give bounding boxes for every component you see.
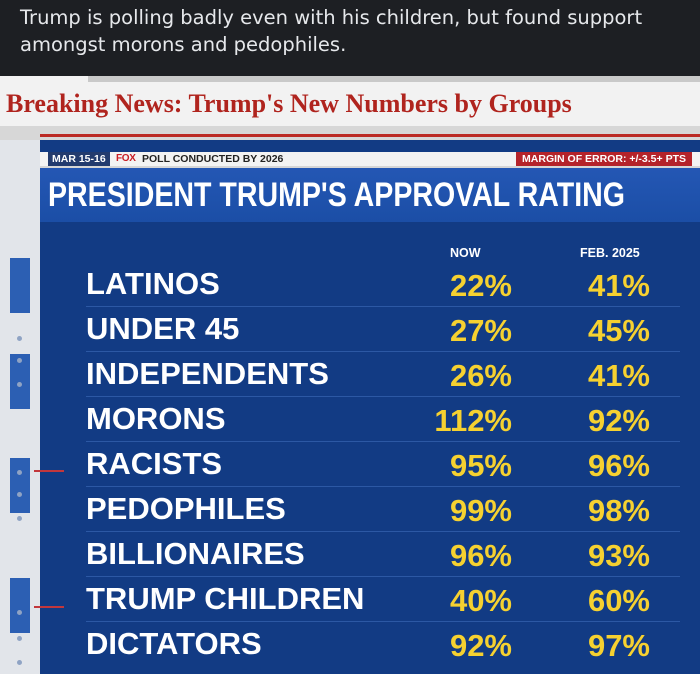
column-header-now: NOW (450, 246, 481, 260)
approval-now: 22% (449, 268, 512, 303)
approval-feb-2025: 98% (587, 493, 650, 528)
column-header-feb-2025: FEB. 2025 (580, 246, 640, 260)
group-name: DICTATORS (86, 626, 262, 661)
tv-red-line (40, 134, 700, 137)
row-divider (86, 351, 680, 352)
left-panel-dot (17, 382, 22, 387)
approval-feb-2025: 45% (587, 313, 650, 348)
left-panel-stripe (10, 578, 30, 633)
row-divider (86, 396, 680, 397)
left-panel-dot (17, 492, 22, 497)
group-name: BILLIONAIRES (86, 536, 305, 571)
red-accent-mark (34, 470, 64, 472)
approval-feb-2025: 92% (587, 403, 650, 438)
image-top-strip (88, 76, 700, 82)
group-name: INDEPENDENTS (86, 356, 329, 391)
group-name: LATINOS (86, 266, 220, 301)
approval-now: 112% (434, 403, 512, 438)
image-headline: Breaking News: Trump's New Numbers by Gr… (6, 89, 572, 118)
approval-feb-2025: 93% (587, 538, 650, 573)
title-bar: PRESIDENT TRUMP'S APPROVAL RATING (40, 166, 700, 222)
row-divider (86, 306, 680, 307)
row-divider (86, 576, 680, 577)
row-divider (86, 486, 680, 487)
approval-now: 96% (449, 538, 512, 573)
post-image[interactable]: Breaking News: Trump's New Numbers by Gr… (0, 76, 700, 674)
group-name: PEDOPHILES (86, 491, 286, 526)
approval-now: 95% (449, 448, 512, 483)
approval-now: 27% (449, 313, 512, 348)
approval-title: PRESIDENT TRUMP'S APPROVAL RATING (48, 176, 625, 214)
poll-info-bar: MAR 15-16 FOX POLL CONDUCTED BY 2026 MAR… (40, 152, 700, 166)
approval-now: 92% (449, 628, 512, 663)
fox-logo: FOX (116, 153, 136, 164)
group-name: TRUMP CHILDREN (86, 581, 365, 616)
table-row: UNDER 45 27% 45% (40, 307, 700, 352)
margin-of-error: MARGIN OF ERROR: +/-3.5+ PTS (516, 152, 692, 166)
left-side-panel (0, 140, 40, 674)
left-panel-stripe (10, 258, 30, 313)
poll-conducted-text: POLL CONDUCTED BY 2026 (142, 153, 284, 165)
tv-top-strip (0, 126, 700, 140)
left-panel-dot (17, 610, 22, 615)
table-row: PEDOPHILES 99% 98% (40, 487, 700, 532)
table-row: INDEPENDENTS 26% 41% (40, 352, 700, 397)
approval-now: 99% (449, 493, 512, 528)
left-panel-dot (17, 636, 22, 641)
left-panel-dot (17, 660, 22, 665)
approval-feb-2025: 41% (587, 268, 650, 303)
left-panel-dot (17, 336, 22, 341)
red-accent-mark (34, 606, 64, 608)
approval-now: 40% (449, 583, 512, 618)
table-row: RACISTS 95% 96% (40, 442, 700, 487)
left-panel-stripe (10, 354, 30, 409)
row-divider (86, 621, 680, 622)
approval-feb-2025: 41% (587, 358, 650, 393)
group-name: MORONS (86, 401, 226, 436)
poll-date: MAR 15-16 (48, 152, 110, 166)
table-row: TRUMP CHILDREN 40% 60% (40, 577, 700, 622)
table-row: LATINOS 22% 41% (40, 262, 700, 307)
tv-graphic: MAR 15-16 FOX POLL CONDUCTED BY 2026 MAR… (0, 126, 700, 674)
left-panel-stripe (10, 458, 30, 513)
approval-feb-2025: 97% (587, 628, 650, 663)
left-panel-dot (17, 358, 22, 363)
approval-feb-2025: 96% (587, 448, 650, 483)
row-divider (86, 441, 680, 442)
table-row: BILLIONAIRES 96% 93% (40, 532, 700, 577)
post-text: Trump is polling badly even with his chi… (20, 6, 643, 56)
group-name: UNDER 45 (86, 311, 240, 346)
row-divider (86, 531, 680, 532)
group-name: RACISTS (86, 446, 223, 481)
table-row: MORONS 112% 92% (40, 397, 700, 442)
table-row: DICTATORS 92% 97% (40, 622, 700, 667)
approval-feb-2025: 60% (587, 583, 650, 618)
approval-now: 26% (449, 358, 512, 393)
left-panel-dot (17, 470, 22, 475)
left-panel-dot (17, 516, 22, 521)
